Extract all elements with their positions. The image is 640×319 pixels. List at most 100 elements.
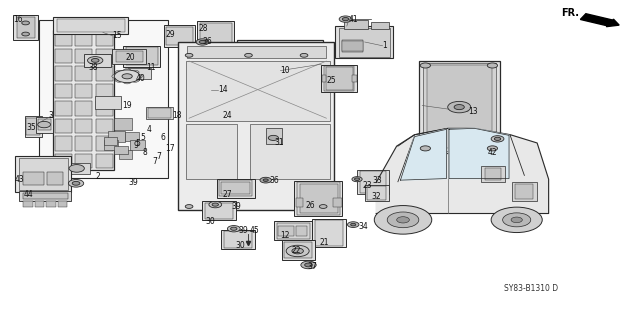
Text: 31: 31 <box>274 138 284 147</box>
Bar <box>321 65 357 92</box>
Bar <box>75 119 92 133</box>
Text: 39: 39 <box>238 226 248 234</box>
Polygon shape <box>449 128 509 179</box>
Text: 25: 25 <box>326 76 336 85</box>
Bar <box>186 61 330 121</box>
Circle shape <box>185 53 193 57</box>
Bar <box>419 61 500 152</box>
Text: 38: 38 <box>89 63 99 72</box>
Text: 14: 14 <box>218 85 227 94</box>
Text: SY83-B1310 D: SY83-B1310 D <box>504 284 558 293</box>
Bar <box>197 21 234 46</box>
Bar <box>481 166 505 182</box>
Bar <box>216 179 255 197</box>
Bar <box>214 95 262 126</box>
Bar <box>205 203 233 219</box>
Bar <box>428 65 492 148</box>
Text: 10: 10 <box>280 66 290 75</box>
Bar <box>116 50 143 62</box>
Bar <box>54 66 72 81</box>
Circle shape <box>131 70 139 74</box>
Bar <box>104 137 117 145</box>
Bar <box>367 186 387 199</box>
Bar <box>95 119 113 133</box>
Bar <box>365 185 389 201</box>
Bar <box>200 23 232 44</box>
Bar <box>322 75 326 82</box>
Polygon shape <box>376 128 548 213</box>
Bar <box>108 131 125 142</box>
Bar <box>115 145 129 154</box>
Text: 39: 39 <box>232 202 242 211</box>
Circle shape <box>212 203 218 206</box>
Text: 37: 37 <box>307 262 317 271</box>
Circle shape <box>301 261 316 269</box>
Text: 33: 33 <box>372 176 382 185</box>
Bar <box>335 26 394 58</box>
Text: 11: 11 <box>147 63 156 72</box>
Text: 1: 1 <box>383 41 387 50</box>
Circle shape <box>69 165 84 172</box>
Text: 45: 45 <box>250 226 259 234</box>
Circle shape <box>420 63 431 68</box>
Circle shape <box>135 74 143 78</box>
Bar <box>278 226 294 236</box>
Bar <box>210 55 239 71</box>
Circle shape <box>92 58 99 62</box>
Bar <box>26 118 40 135</box>
Bar <box>119 150 132 159</box>
Bar <box>13 15 38 41</box>
Bar <box>75 153 92 168</box>
Polygon shape <box>401 129 447 180</box>
Text: 2: 2 <box>95 172 100 181</box>
Text: 9: 9 <box>134 141 138 150</box>
Text: 36: 36 <box>202 38 212 47</box>
Bar <box>360 171 387 193</box>
Bar <box>147 107 173 119</box>
Circle shape <box>502 213 531 227</box>
Text: 8: 8 <box>143 148 147 157</box>
Bar <box>54 153 72 168</box>
Bar <box>276 223 310 239</box>
Circle shape <box>494 137 500 140</box>
Text: 34: 34 <box>358 222 368 231</box>
Bar <box>115 118 132 130</box>
Bar <box>223 231 252 248</box>
Circle shape <box>72 182 80 185</box>
Bar <box>54 119 72 133</box>
Text: 39: 39 <box>129 178 138 187</box>
Bar <box>148 108 172 118</box>
Text: 40: 40 <box>136 74 146 83</box>
Bar <box>221 230 255 249</box>
Bar <box>219 180 252 196</box>
Circle shape <box>491 136 504 142</box>
Bar <box>95 136 113 151</box>
Bar <box>186 124 237 179</box>
Bar <box>95 66 113 81</box>
Bar <box>187 46 326 58</box>
Circle shape <box>199 41 205 44</box>
Text: 5: 5 <box>136 139 140 148</box>
Text: 42: 42 <box>487 148 497 157</box>
Text: FR.: FR. <box>561 8 579 19</box>
Circle shape <box>374 205 432 234</box>
Text: 12: 12 <box>280 231 290 240</box>
Text: 35: 35 <box>26 122 36 132</box>
Text: 15: 15 <box>113 31 122 40</box>
Circle shape <box>292 248 303 254</box>
Text: 20: 20 <box>126 53 136 62</box>
Bar <box>227 58 232 69</box>
Bar <box>266 128 282 144</box>
Text: 21: 21 <box>320 238 330 247</box>
Text: 32: 32 <box>371 191 381 201</box>
Bar <box>113 49 147 63</box>
Bar <box>312 219 346 247</box>
Bar <box>130 140 145 150</box>
Circle shape <box>244 53 252 57</box>
Circle shape <box>511 217 522 223</box>
Circle shape <box>351 223 356 226</box>
Text: 7: 7 <box>157 152 161 161</box>
Bar <box>202 201 236 220</box>
Bar <box>342 41 363 51</box>
Bar <box>294 181 342 216</box>
